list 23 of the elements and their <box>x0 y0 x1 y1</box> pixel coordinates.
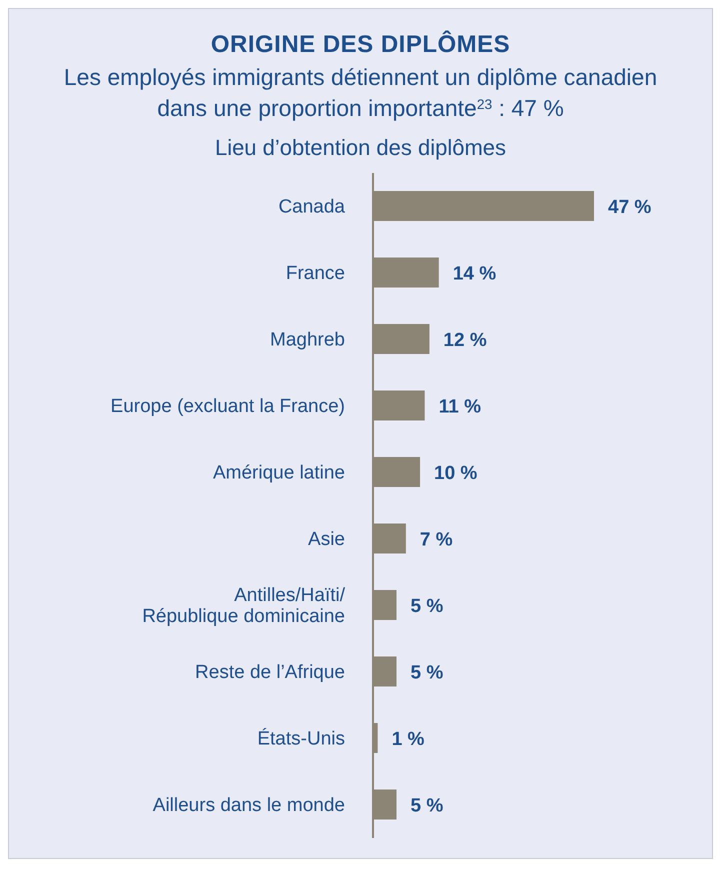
data-label: 5 % <box>410 662 444 684</box>
y-tick-label: Reste de l’Afrique <box>195 662 345 683</box>
data-label: 1 % <box>392 729 425 750</box>
y-tick-label: Canada <box>278 196 346 218</box>
y-tick-label: France <box>286 262 345 284</box>
y-tick-label: États-Unis <box>257 727 345 750</box>
data-label: 10 % <box>434 463 478 484</box>
data-label: 7 % <box>420 530 453 550</box>
y-tick-label: Maghreb <box>270 329 345 350</box>
data-label: 11 % <box>438 396 482 418</box>
y-tick-label: Asie <box>308 528 345 550</box>
y-tick-label: Ailleurs dans le monde <box>152 794 345 816</box>
data-label: 47 % <box>608 197 652 218</box>
data-label: 12 % <box>443 330 487 351</box>
text: Lieu d’obtention des diplômes <box>214 135 508 161</box>
y-tick-label: Amérique latine <box>212 462 345 484</box>
y-tick-label: Europe (excluant la France) <box>110 396 345 417</box>
data-label: 14 % <box>452 264 496 284</box>
data-label: 5 % <box>410 796 444 816</box>
chart-subtitle: Les employés immigrants détiennent un diplôme canadien dans une proportion importante$^{23}$ : 47 % <box>64 64 658 121</box>
y-tick-label: Antilles/Haïti/ République dominicaine <box>142 584 346 627</box>
chart-title: ORIGINE DES DIPLÔMES <box>210 30 512 59</box>
data-label: 5 % <box>410 596 444 617</box>
